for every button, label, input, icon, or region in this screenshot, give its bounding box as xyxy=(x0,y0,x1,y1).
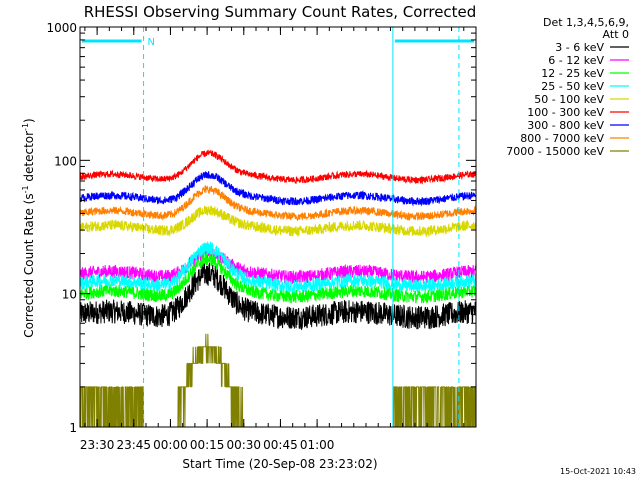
series-line-2 xyxy=(79,252,477,304)
series-line-4 xyxy=(79,205,477,238)
legend-label-1: 6 - 12 keV xyxy=(548,54,604,67)
legend-label-6: 300 - 800 keV xyxy=(527,119,604,132)
series-line-3 xyxy=(79,241,477,294)
series-line-5 xyxy=(79,149,477,185)
x-tick-label-5: 00:45 xyxy=(263,438,298,452)
y-tick-label-3: 1000 xyxy=(46,21,77,35)
legend-label-5: 100 - 300 keV xyxy=(527,106,604,119)
legend-label-8: 7000 - 15000 keV xyxy=(506,145,604,158)
plot-frame xyxy=(79,26,477,428)
x-axis: 23:30 23:45 00:00 00:15 00:30 00:45 01:00 xyxy=(80,27,465,452)
series-line-6 xyxy=(79,171,477,207)
night-label: N xyxy=(148,37,155,48)
series-line-8 xyxy=(79,333,477,428)
x-tick-label-4: 00:30 xyxy=(226,438,261,452)
legend-label-7: 800 - 7000 keV xyxy=(520,132,604,145)
legend-header-1: Att 0 xyxy=(603,28,629,41)
y-tick-label-2: 100 xyxy=(54,154,77,168)
x-tick-label-2: 00:00 xyxy=(153,438,188,452)
y-tick-label-1: 10 xyxy=(62,288,77,302)
series-line-7 xyxy=(79,184,477,222)
y-axis-label-main: Corrected Count Rate (s xyxy=(22,193,36,337)
x-tick-label-6: 01:00 xyxy=(300,438,335,452)
timestamp: 15-Oct-2021 10:43 xyxy=(560,467,636,476)
x-tick-label-3: 00:15 xyxy=(190,438,225,452)
y-axis: 1 10 100 1000 xyxy=(46,21,476,435)
legend-header-0: Det 1,3,4,5,6,9, xyxy=(543,16,629,29)
y-axis-label: Corrected Count Rate (s-1 detector-1) xyxy=(21,118,36,337)
legend-label-2: 12 - 25 keV xyxy=(541,67,604,80)
x-tick-label-1: 23:45 xyxy=(116,438,151,452)
y-axis-label-end: ) xyxy=(22,118,36,123)
legend-label-3: 25 - 50 keV xyxy=(541,80,604,93)
series-line-0 xyxy=(79,262,477,331)
legend-label-0: 3 - 6 keV xyxy=(555,41,604,54)
x-tick-label-0: 23:30 xyxy=(80,438,115,452)
y-axis-label-sup1: -1 xyxy=(21,185,30,193)
legend-label-4: 50 - 100 keV xyxy=(534,93,604,106)
y-axis-label-sup2: -1 xyxy=(21,123,30,131)
y-axis-label-mid: detector xyxy=(22,131,36,186)
plot-area: N xyxy=(79,27,477,428)
y-tick-label-0: 1 xyxy=(69,421,77,435)
x-axis-label: Start Time (20-Sep-08 23:23:02) xyxy=(182,457,377,471)
series-line-1 xyxy=(79,245,477,284)
chart-title: RHESSI Observing Summary Count Rates, Co… xyxy=(84,3,477,21)
